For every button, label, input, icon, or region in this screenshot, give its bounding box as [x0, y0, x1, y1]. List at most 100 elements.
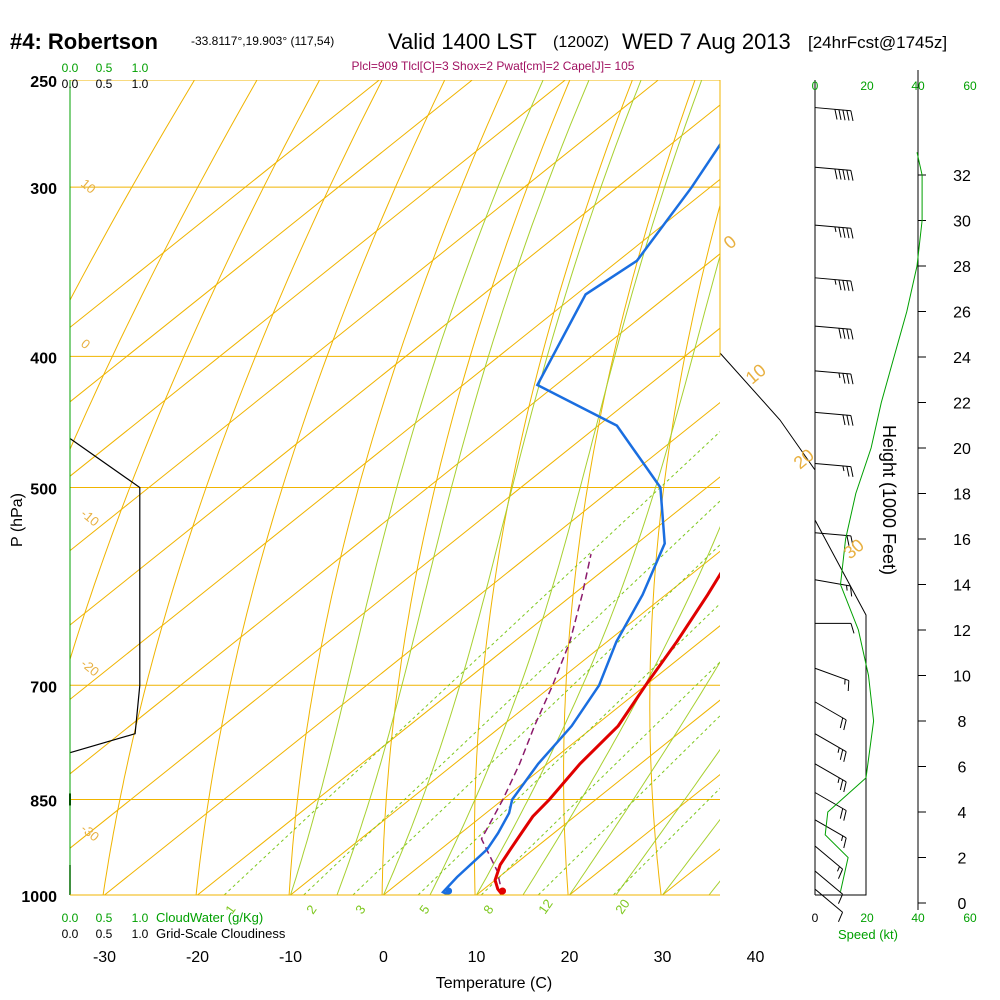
dry-adiabat — [195, 80, 446, 895]
cloudiness-scale-bottom: 0.0 — [62, 927, 79, 941]
wind-barb-flag — [834, 109, 838, 120]
wind-panel-boundary — [719, 352, 867, 896]
wind-barb-flag — [850, 623, 855, 634]
cloudwater-label: CloudWater (g/Kg) — [156, 910, 263, 925]
cloudiness-label: Grid-Scale Cloudiness — [156, 926, 286, 941]
height-axis-title: Height (1000 Feet) — [879, 425, 899, 575]
dry-adiabat — [733, 80, 820, 895]
dry-adiabat — [70, 80, 258, 451]
pressure-tick-label: 250 — [30, 74, 57, 91]
wind-barb-shaft — [814, 888, 843, 913]
wind-barb-flag — [838, 169, 842, 180]
dry-adiabat — [473, 80, 633, 895]
height-tick-label: 8 — [958, 714, 967, 731]
temperature-tick-label: 0 — [379, 949, 388, 966]
wind-barb-shaft — [814, 224, 851, 229]
moist-adiabat-label: 30 — [840, 535, 868, 563]
chart-grid — [70, 80, 1000, 895]
pressure-tick-label: 500 — [30, 482, 57, 499]
dry-adiabat-label: -20 — [78, 656, 102, 680]
wind-barb-flag — [846, 373, 850, 384]
parcel-path — [480, 553, 592, 895]
isotherm — [70, 80, 659, 552]
height-tick-label: 6 — [958, 760, 967, 777]
wind-barb-flag — [837, 893, 844, 904]
dry-adiabat — [381, 80, 571, 895]
isotherm — [290, 550, 720, 895]
wind-barb-shaft — [814, 701, 847, 721]
wind-barb-flag — [838, 328, 842, 339]
height-tick-label: 30 — [953, 214, 971, 231]
dry-adiabat-label: 0 — [78, 336, 93, 352]
wind-barb-flag — [846, 280, 850, 291]
moist-adiabat — [290, 80, 544, 895]
cloudiness-scale-top: 0.0 — [62, 77, 79, 91]
wind-barb-flag — [839, 779, 844, 791]
wind-barb — [814, 411, 854, 426]
isotherm — [104, 401, 720, 895]
wind-barb-shaft — [814, 370, 851, 375]
height-tick-label: 10 — [953, 669, 971, 686]
dewpoint-profile — [440, 142, 720, 895]
speed-scale-bottom: 60 — [963, 911, 977, 925]
wind-barb-shaft — [814, 532, 851, 537]
wind-barb-flag — [843, 719, 847, 731]
pressure-tick-label: 1000 — [21, 889, 57, 906]
height-tick-label: 12 — [953, 623, 971, 640]
wind-barb — [814, 325, 854, 340]
cloudiness-scale-top: 1.0 — [132, 77, 149, 91]
dry-adiabat — [968, 80, 1000, 895]
speed-scale-bottom: 0 — [812, 911, 819, 925]
dry-adiabat — [649, 203, 720, 895]
wind-barb-flag — [850, 373, 854, 385]
wind-barb-flag — [837, 868, 844, 879]
wind-barb-flag — [842, 109, 846, 121]
wind-barb-shaft — [814, 792, 847, 811]
wind-barb — [814, 792, 847, 821]
wind-barb-flag — [842, 280, 846, 291]
forecast-label: [24hrFcst@1745z] — [808, 33, 947, 52]
wind-barb-shaft — [814, 579, 851, 587]
wind-barb — [814, 845, 844, 879]
wind-barb-flag — [850, 110, 854, 122]
wind-barb-flag — [850, 415, 854, 426]
wind-barb-flag — [846, 227, 850, 239]
wind-barb-shaft — [814, 870, 843, 895]
dry-adiabat — [892, 80, 945, 895]
wind-barb-shaft — [814, 819, 847, 839]
valid-time: Valid 1400 LST — [388, 29, 537, 54]
temperature-tick-label: 20 — [561, 949, 579, 966]
mixing-ratio-line — [223, 431, 720, 895]
wind-barb — [814, 870, 844, 904]
temperature-tick-label: -10 — [279, 949, 302, 966]
wind-barbs — [814, 107, 855, 923]
mixing-ratio-label: 12 — [535, 896, 556, 916]
wind-barb — [814, 763, 847, 793]
speed-scale-top: 20 — [860, 79, 874, 93]
height-tick-label: 0 — [958, 896, 967, 913]
wind-barb — [814, 107, 854, 122]
height-tick-label: 28 — [953, 259, 971, 276]
isotherm — [476, 699, 720, 895]
cloudwater-scale-bottom: 1.0 — [132, 911, 149, 925]
stability-indices: Plcl=909 Tlcl[C]=3 Shox=2 Pwat[cm]=2 Cap… — [352, 59, 635, 73]
dry-adiabat — [288, 80, 508, 895]
dry-adiabat — [563, 80, 696, 895]
wind-barb-flag — [842, 169, 846, 181]
x-axis-title: Temperature (C) — [436, 975, 552, 992]
wind-barb-shaft — [814, 463, 851, 468]
speed-scale-top: 0 — [812, 79, 819, 93]
wind-barb-flag — [838, 279, 842, 291]
surface-dewpoint-dot — [445, 887, 453, 895]
mixing-ratio-line — [303, 500, 720, 895]
temperature-tick-label: -30 — [93, 949, 116, 966]
isotherm — [849, 80, 1000, 895]
height-tick-label: 26 — [953, 305, 971, 322]
wind-barb-flag — [846, 169, 850, 181]
wind-barb — [814, 166, 854, 181]
temperature-tick-label: 30 — [654, 949, 672, 966]
wind-barb-flag — [846, 466, 850, 477]
moist-adiabat — [383, 80, 642, 895]
speed-scale-top: 40 — [911, 79, 925, 93]
